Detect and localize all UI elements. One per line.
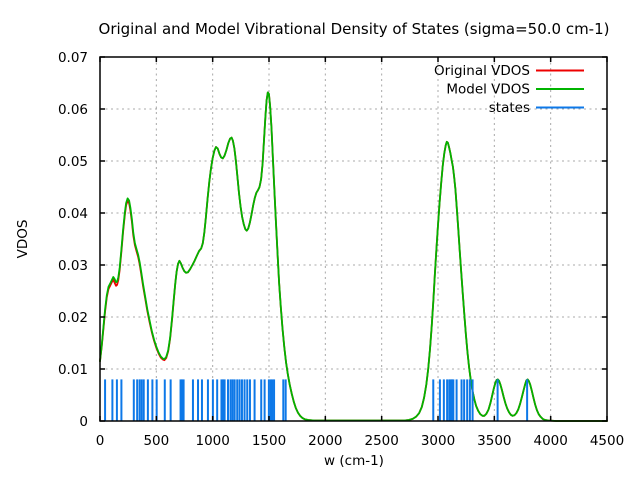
y-axis-label: VDOS: [15, 220, 31, 259]
x-tick-label: 3000: [421, 433, 455, 449]
y-tick-label: 0.01: [58, 362, 88, 378]
plot-frame-and-ticks: [99, 56, 608, 422]
chart-title: Original and Model Vibrational Density o…: [99, 20, 610, 38]
plot-border: [99, 56, 608, 422]
x-axis-label: w (cm-1): [324, 453, 384, 469]
y-tick-label: 0: [79, 414, 88, 430]
x-tick-label: 1000: [195, 433, 229, 449]
y-tick-label: 0.07: [58, 50, 88, 66]
series-states: [104, 379, 529, 421]
y-tick-label: 0.03: [58, 258, 88, 274]
legend: Original VDOS Model VDOS states: [434, 63, 584, 116]
y-tick-label: 0.04: [58, 206, 88, 222]
y-tick-label: 0.06: [58, 102, 88, 118]
x-tick-label: 4000: [533, 433, 567, 449]
grid-lines: [100, 57, 607, 421]
series-curves: [99, 91, 608, 422]
x-tick-label: 500: [143, 433, 169, 449]
series-model-vdos: [99, 91, 608, 422]
y-tick-label: 0.02: [58, 310, 88, 326]
tick-labels: 0 500 1000 1500 2000 2500 3000 3500 4000 4500 0 0.0…: [58, 50, 624, 449]
x-tick-label: 0: [96, 433, 105, 449]
legend-label-model-vdos: Model VDOS: [446, 82, 530, 98]
x-tick-label: 2000: [308, 433, 342, 449]
x-tick-label: 3500: [477, 433, 511, 449]
x-tick-label: 4500: [590, 433, 624, 449]
y-tick-label: 0.05: [58, 154, 88, 170]
legend-label-original-vdos: Original VDOS: [434, 63, 530, 79]
x-tick-label: 2500: [364, 433, 398, 449]
legend-label-states: states: [489, 100, 530, 116]
x-tick-label: 1500: [252, 433, 286, 449]
